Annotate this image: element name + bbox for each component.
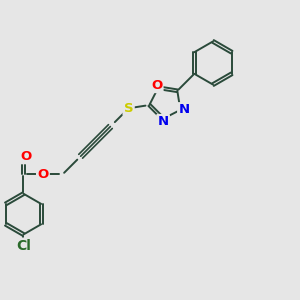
Text: O: O [21, 150, 32, 163]
Text: N: N [178, 103, 190, 116]
Text: N: N [158, 115, 169, 128]
Text: O: O [37, 168, 49, 181]
Text: S: S [124, 102, 134, 115]
Text: O: O [151, 79, 162, 92]
Text: Cl: Cl [16, 239, 31, 253]
